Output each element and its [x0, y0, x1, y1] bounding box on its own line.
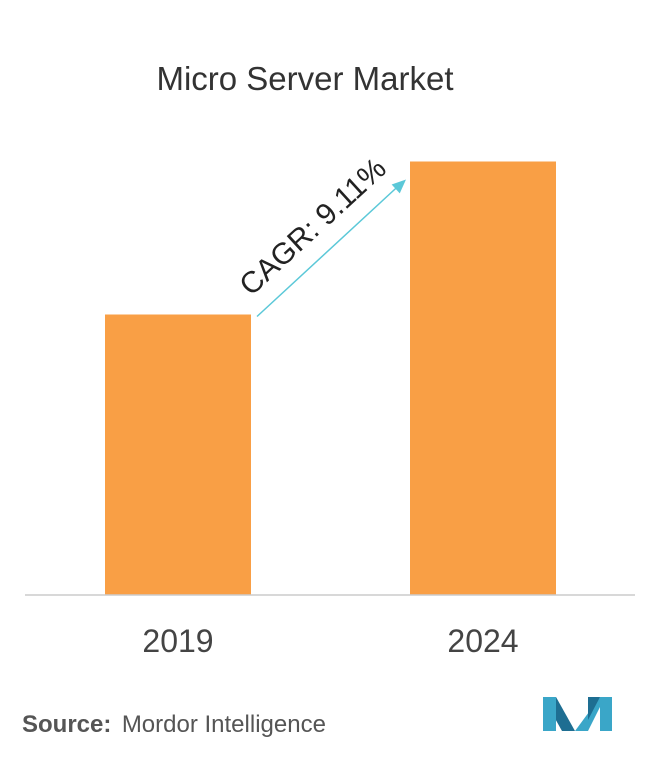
- mordor-intelligence-logo-icon: [543, 697, 612, 731]
- cagr-annotation: CAGR: 9.11%: [233, 152, 406, 318]
- source-line: Source: Mordor Intelligence: [22, 711, 326, 738]
- cagr-arrow-head: [391, 179, 406, 194]
- bar-2019: [105, 314, 251, 595]
- bars: [105, 161, 556, 595]
- x-tick-2019: 2019: [142, 623, 213, 659]
- source-value: Mordor Intelligence: [122, 711, 326, 738]
- bar-2024: [410, 161, 556, 595]
- x-tick-2024: 2024: [447, 623, 518, 659]
- chart-title: Micro Server Market: [156, 60, 453, 97]
- x-tick-labels: 2019 2024: [142, 623, 518, 659]
- source-label: Source:: [22, 711, 111, 738]
- cagr-label: CAGR: 9.11%: [233, 152, 392, 302]
- cagr-arrow-line: [256, 183, 401, 318]
